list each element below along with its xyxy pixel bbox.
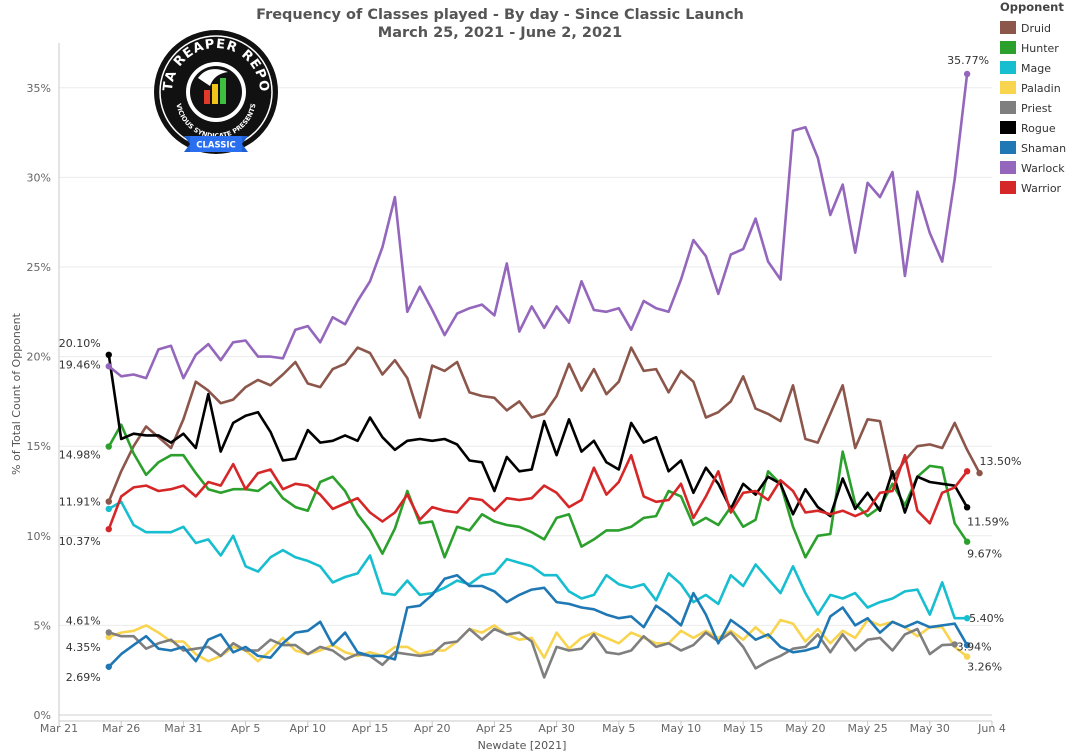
legend-swatch-rogue: [1000, 121, 1016, 134]
end-label-rogue: 11.59%: [967, 515, 1009, 528]
x-tick-label: Mar 31: [164, 722, 202, 735]
start-label-warrior: 10.37%: [59, 535, 101, 548]
start-point-paladin: [105, 633, 112, 641]
legend-label-warrior: Warrior: [1021, 182, 1062, 195]
legend-swatch-druid: [1000, 21, 1016, 34]
x-tick-label: May 5: [602, 722, 635, 735]
end-point-priest: [951, 641, 958, 648]
end-label-warlock: 35.77%: [947, 54, 989, 67]
legend: Opponent Druid Hunter Mage Paladin Priest Rog…: [1000, 0, 1066, 195]
end-point-rogue: [963, 504, 971, 511]
x-tick-label: Apr 25: [476, 722, 513, 735]
legend-label-mage: Mage: [1021, 62, 1051, 75]
x-tick-label: May 20: [785, 722, 825, 735]
start-point-druid: [105, 498, 112, 505]
end-point-warrior: [963, 468, 971, 475]
y-tick-label: 25%: [27, 261, 51, 274]
end-label-druid: 13.50%: [980, 455, 1022, 468]
start-point-hunter: [105, 443, 112, 450]
end-point-mage: [963, 615, 971, 622]
x-tick-label: Mar 26: [102, 722, 140, 735]
end-point-shaman: [963, 641, 971, 649]
x-tick-label: May 15: [723, 722, 763, 735]
legend-label-hunter: Hunter: [1021, 42, 1059, 55]
logo-badge: CLASSIC: [196, 141, 236, 151]
data-reaper-logo: DATA REAPER REPORT VICIOUS SYNDICATE PRE…: [154, 30, 278, 154]
x-axis-title: Newdate [2021]: [478, 739, 567, 752]
legend-swatch-warlock: [1000, 161, 1016, 174]
y-tick-label: 15%: [27, 440, 51, 453]
start-point-warlock: [105, 363, 112, 370]
legend-label-rogue: Rogue: [1021, 122, 1056, 135]
series-line-mage: [107, 500, 969, 620]
y-tick-label: 20%: [27, 351, 51, 364]
legend-label-warlock: Warlock: [1021, 162, 1065, 175]
y-axis-title: % of Total Count of Opponent: [10, 312, 23, 475]
series-line-shaman: [107, 573, 969, 669]
legend-swatch-priest: [1000, 101, 1016, 114]
x-tick-label: Apr 20: [414, 722, 451, 735]
legend-label-shaman: Shaman: [1021, 142, 1066, 155]
x-tick-label: May 25: [847, 722, 887, 735]
x-tick-label: May 10: [661, 722, 701, 735]
series-line-paladin: [107, 618, 969, 663]
series-line-warlock: [107, 72, 969, 380]
end-label-paladin: 3.26%: [967, 661, 1002, 674]
x-tick-label: Apr 5: [231, 722, 261, 735]
start-point-priest: [105, 629, 112, 636]
series-lines: [105, 70, 983, 679]
x-tick-label: Mar 21: [40, 722, 78, 735]
y-tick-label: 35%: [27, 82, 51, 95]
start-label-druid: 11.91%: [59, 496, 101, 509]
legend-swatch-paladin: [1000, 81, 1016, 94]
legend-label-druid: Druid: [1021, 22, 1051, 35]
legend-label-priest: Priest: [1021, 102, 1053, 115]
start-label-paladin: 4.35%: [66, 641, 101, 654]
end-label-mage: 5.40%: [969, 612, 1004, 625]
start-point-warrior: [105, 525, 112, 533]
start-point-rogue: [105, 351, 112, 359]
end-point-warlock: [963, 70, 971, 78]
start-label-rogue: 20.10%: [59, 337, 101, 350]
series-line-druid: [107, 346, 981, 503]
chart-subtitle: March 25, 2021 - June 2, 2021: [378, 25, 622, 41]
x-tick-label: Apr 15: [352, 722, 389, 735]
legend-swatch-shaman: [1000, 141, 1016, 154]
y-tick-label: 30%: [27, 171, 51, 184]
x-tick-label: Jun 4: [977, 722, 1006, 735]
end-label-priest: 3.94%: [957, 640, 992, 653]
start-point-mage: [105, 505, 112, 513]
legend-title: Opponent: [1000, 0, 1064, 14]
chart-title: Frequency of Classes played - By day - S…: [256, 7, 744, 23]
x-tick-label: Apr 10: [290, 722, 327, 735]
start-label-shaman: 2.69%: [66, 671, 101, 684]
legend-swatch-warrior: [1000, 181, 1016, 194]
data-labels: 11.91% 13.50% 14.98% 9.67% 5.40% 4.35% 3.26% 4.…: [59, 54, 1022, 684]
series-line-warrior: [107, 453, 969, 531]
start-point-shaman: [105, 663, 112, 670]
axes: 0% 5% 10% 15% 20% 25% 30% 35% Mar 21 Mar 26 Mar 31…: [27, 43, 1006, 735]
legend-swatch-mage: [1000, 61, 1016, 74]
start-label-warlock: 19.46%: [59, 358, 101, 371]
y-tick-label: 5%: [34, 619, 51, 632]
start-label-hunter: 14.98%: [59, 449, 101, 462]
end-label-hunter: 9.67%: [967, 548, 1002, 561]
end-point-druid: [976, 469, 983, 477]
end-point-paladin: [963, 653, 971, 660]
y-tick-label: 10%: [27, 530, 51, 543]
legend-label-paladin: Paladin: [1021, 82, 1061, 95]
y-tick-label: 0%: [34, 709, 51, 722]
series-line-hunter: [107, 423, 969, 559]
start-label-priest: 4.61%: [66, 614, 101, 627]
legend-swatch-hunter: [1000, 41, 1016, 54]
end-point-hunter: [963, 538, 971, 545]
x-tick-label: May 30: [910, 722, 950, 735]
x-tick-label: Apr 30: [538, 722, 575, 735]
